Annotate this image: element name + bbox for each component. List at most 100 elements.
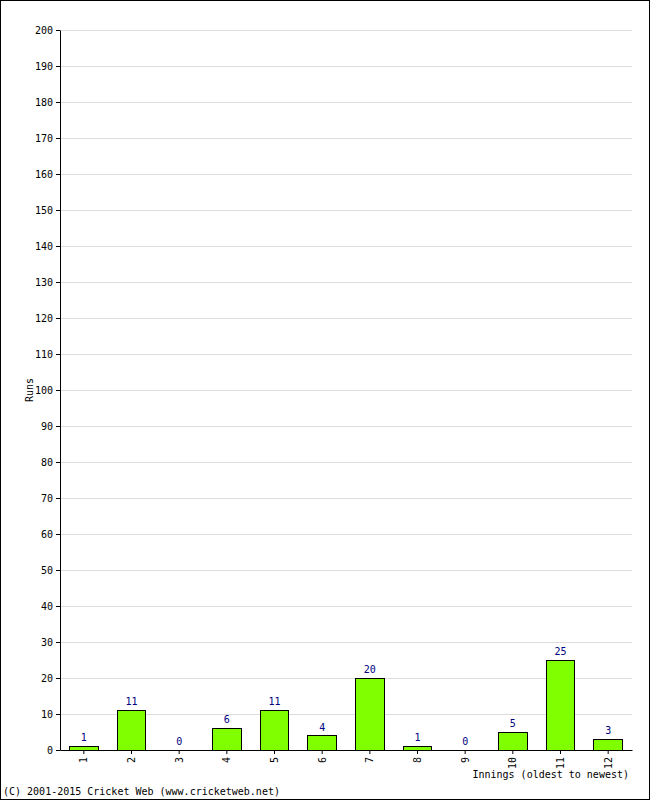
y-tick-label: 160 [35,169,53,180]
y-axis-title: Runs [24,378,35,402]
x-tick-label: 6 [317,757,328,763]
y-tick: 70 [41,493,60,504]
x-tick-mark [83,750,84,754]
bar [403,746,432,750]
y-axis-line [60,31,61,751]
grid-line [60,66,632,67]
grid-line [60,174,632,175]
bar [499,732,528,750]
y-tick-label: 20 [41,673,53,684]
data-label: 4 [319,722,325,733]
x-axis: 123456789101112 [61,750,633,769]
y-tick-mark [56,714,60,715]
y-tick-label: 120 [35,313,53,324]
bars [70,660,623,750]
y-tick-mark [56,246,60,247]
x-tick-mark [322,750,323,754]
x-tick-label: 3 [174,757,185,763]
y-tick: 80 [41,457,60,468]
y-tick-label: 100 [35,385,53,396]
y-tick-mark [56,102,60,103]
x-tick-mark [608,750,609,754]
grid-line [60,138,632,139]
bar [70,746,99,750]
y-tick-mark [56,498,60,499]
data-label: 3 [605,725,611,736]
y-tick: 30 [41,637,60,648]
y-tick: 40 [41,601,60,612]
y-tick-label: 200 [35,25,53,36]
data-label: 11 [125,696,137,707]
y-tick-label: 140 [35,241,53,252]
grid-line [60,282,632,283]
y-tick-mark [56,534,60,535]
y-tick: 90 [41,421,60,432]
x-tick-label: 9 [460,757,471,763]
y-tick-label: 170 [35,133,53,144]
annotation: (C) 2001-2015 Cricket Web (www.cricketwe… [3,786,280,797]
x-tick-label: 8 [412,757,423,763]
y-tick-label: 0 [47,745,53,756]
y-tick: 130 [35,277,60,288]
x-axis-line [61,750,633,751]
grid-line [60,462,632,463]
x-tick-label: 5 [269,757,280,763]
grid-line [60,246,632,247]
x-tick: 9 [460,750,471,763]
x-axis-title: Innings (oldest to newest) [472,769,629,780]
x-tick: 4 [221,750,232,763]
x-tick-mark [512,750,513,754]
x-tick-mark [274,750,275,754]
grid-line [60,426,632,427]
y-tick-label: 60 [41,529,53,540]
x-tick-label: 11 [555,757,566,769]
y-tick: 20 [41,673,60,684]
y-tick-label: 40 [41,601,53,612]
grid-line [60,354,632,355]
chart: 0102030405060708090100110120130140150160… [0,0,650,800]
y-tick: 120 [35,313,60,324]
y-tick: 160 [35,169,60,180]
grid-line [60,390,632,391]
x-tick: 5 [269,750,280,763]
grid-line [60,534,632,535]
data-label: 5 [510,718,516,729]
data-label: 1 [414,732,420,743]
grid-line [60,570,632,571]
border [1,1,650,800]
y-tick: 60 [41,529,60,540]
y-tick: 200 [35,25,60,36]
x-tick: 12 [603,750,614,769]
x-tick: 7 [364,750,375,763]
bar [213,728,242,750]
data-label: 25 [554,646,566,657]
x-tick: 3 [174,750,185,763]
y-tick-mark [56,30,60,31]
y-tick-label: 10 [41,709,53,720]
y-tick-mark [56,642,60,643]
y-tick-label: 50 [41,565,53,576]
y-tick-mark [56,606,60,607]
grid-line [60,642,632,643]
y-tick-mark [56,426,60,427]
y-tick-label: 150 [35,205,53,216]
y-tick-mark [56,570,60,571]
x-tick-label: 10 [507,757,518,769]
y-tick: 180 [35,97,60,108]
x-tick: 10 [507,750,518,769]
bar [165,750,194,751]
x-tick-label: 4 [221,757,232,763]
y-tick: 110 [35,349,60,360]
x-tick-mark [131,750,132,754]
grid-line [60,606,632,607]
data-label: 11 [268,696,280,707]
y-tick: 50 [41,565,60,576]
y-tick: 10 [41,709,60,720]
data-label: 20 [364,664,376,675]
y-tick-mark [56,318,60,319]
bar [356,678,385,750]
y-tick: 190 [35,61,60,72]
data-labels: 1110611420105253 [81,646,611,747]
x-tick-mark [369,750,370,754]
x-tick-mark [226,750,227,754]
